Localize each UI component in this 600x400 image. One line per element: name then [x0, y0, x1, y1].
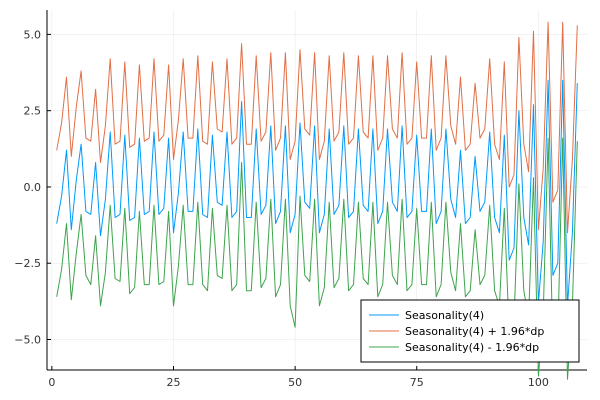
axis-ticks: 0 25 50 75 100 −5.0 −2.5 0.0 2.5 5.0	[14, 28, 549, 389]
legend: Seasonality(4) Seasonality(4) + 1.96*dp Se…	[360, 299, 580, 363]
series-line-3	[56, 137, 578, 380]
legend-label-2: Seasonality(4) + 1.96*dp	[405, 325, 544, 338]
series-lines	[56, 21, 578, 380]
x-tick-label: 100	[528, 376, 549, 389]
y-tick-label: 2.5	[24, 105, 42, 118]
legend-label-3: Seasonality(4) - 1.96*dp	[405, 341, 539, 354]
x-tick-label: 75	[410, 376, 424, 389]
series-line-2	[56, 21, 578, 234]
y-tick-label: −5.0	[14, 333, 41, 346]
y-tick-label: −2.5	[14, 257, 41, 270]
x-tick-label: 0	[48, 376, 55, 389]
series-line-1	[56, 79, 578, 307]
x-tick-label: 25	[166, 376, 180, 389]
y-tick-label: 0.0	[24, 181, 42, 194]
y-tick-label: 5.0	[24, 28, 42, 41]
axes-frame	[46, 10, 587, 371]
x-tick-label: 50	[288, 376, 302, 389]
legend-label-1: Seasonality(4)	[405, 309, 484, 322]
